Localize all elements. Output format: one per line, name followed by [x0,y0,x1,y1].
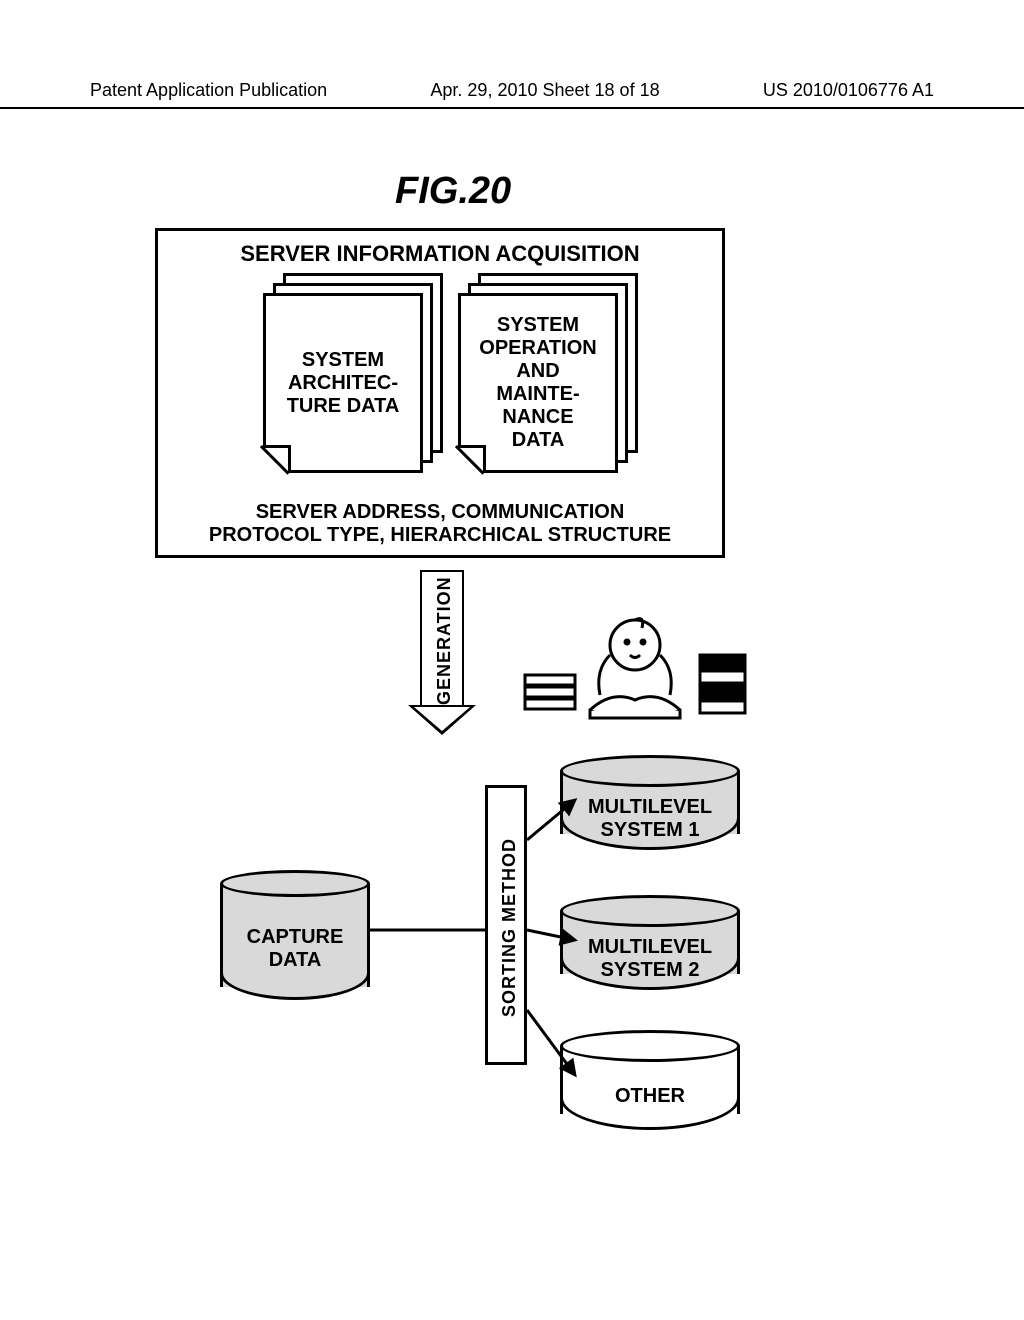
connector [527,1010,575,1075]
connectors [0,0,1024,1320]
connector [527,800,575,840]
connector [527,930,575,940]
page: Patent Application Publication Apr. 29, … [0,0,1024,1320]
